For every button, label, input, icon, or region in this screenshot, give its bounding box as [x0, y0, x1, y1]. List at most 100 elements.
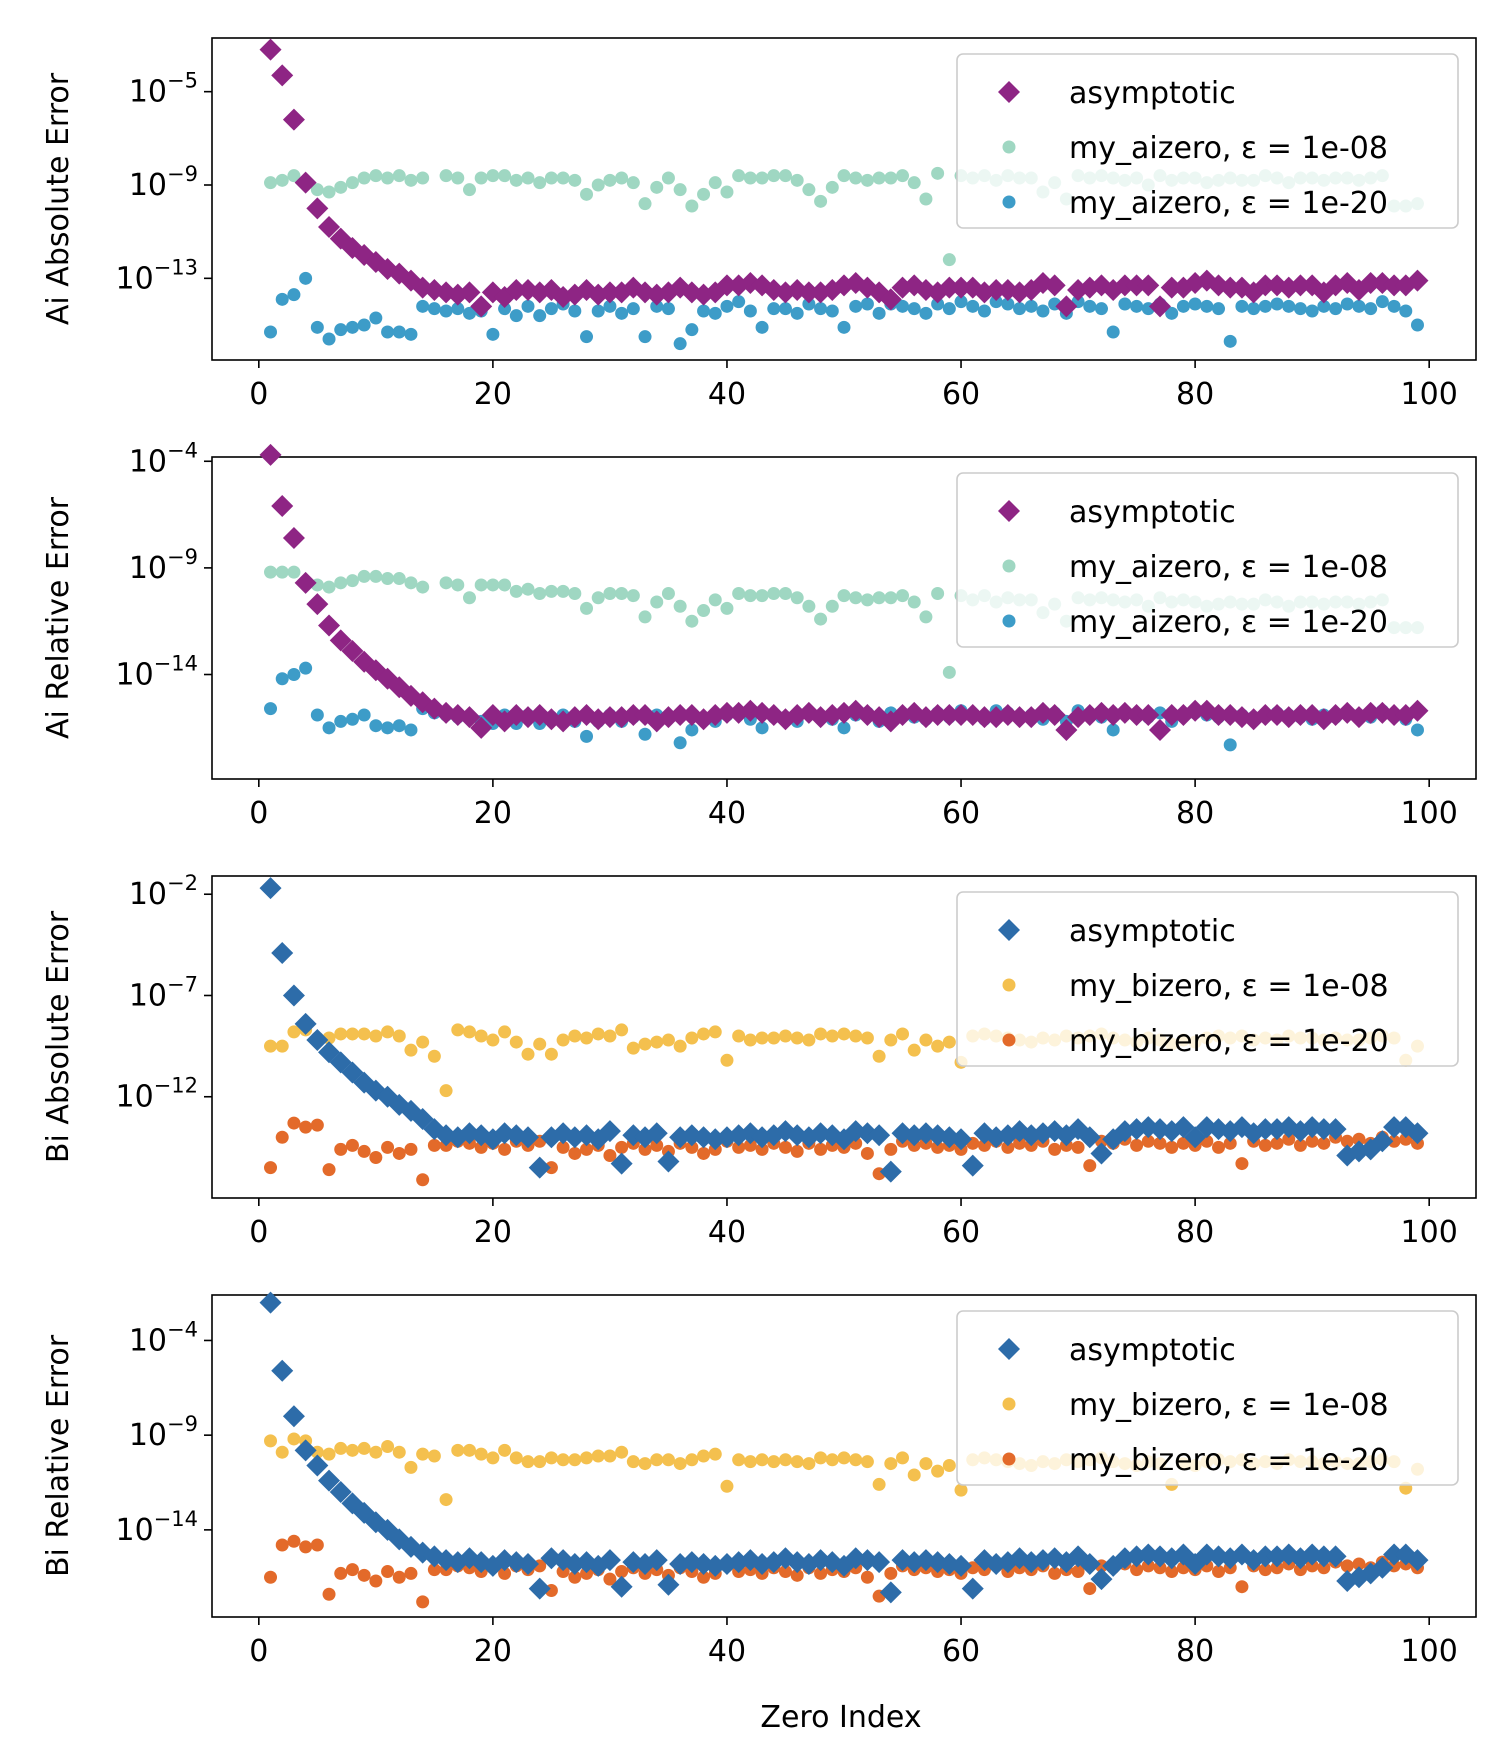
- data-point: [1219, 276, 1242, 299]
- data-point: [318, 216, 341, 238]
- data-point: [369, 1574, 383, 1588]
- data-point: [1317, 1136, 1331, 1150]
- data-point: [369, 1029, 383, 1043]
- data-point: [837, 1451, 851, 1465]
- data-point: [1305, 1559, 1319, 1573]
- data-point: [755, 171, 769, 185]
- data-point: [416, 171, 430, 185]
- data-point: [802, 1033, 816, 1047]
- data-point: [334, 1441, 348, 1455]
- data-point: [985, 279, 1008, 301]
- data-point: [645, 1549, 668, 1572]
- legend-marker: [1002, 1397, 1016, 1411]
- data-point: [825, 1029, 839, 1043]
- data-point: [1153, 1136, 1167, 1150]
- data-point: [650, 180, 664, 194]
- y-tick-label: 10−5: [129, 69, 198, 110]
- data-point: [427, 1449, 441, 1463]
- data-point: [392, 169, 406, 183]
- data-point: [1406, 269, 1429, 292]
- data-point: [1113, 274, 1136, 297]
- data-point: [919, 192, 933, 206]
- y-axis-label: Bi Absolute Error: [41, 910, 76, 1163]
- data-point: [392, 719, 406, 733]
- data-point: [626, 1455, 640, 1469]
- data-point: [1340, 1559, 1354, 1573]
- data-point: [615, 1565, 629, 1579]
- data-point: [1387, 299, 1401, 313]
- data-point: [1359, 701, 1382, 724]
- data-point: [259, 877, 282, 900]
- legend-label: my_bizero, ε = 1e-08: [1069, 969, 1389, 1004]
- data-point: [1160, 704, 1183, 727]
- data-point: [860, 1455, 874, 1469]
- data-point: [1149, 718, 1171, 741]
- data-point: [1317, 299, 1331, 313]
- data-point: [486, 169, 500, 183]
- data-point: [697, 1570, 711, 1584]
- data-point: [598, 1549, 621, 1572]
- data-point: [264, 1434, 278, 1448]
- data-point: [938, 276, 961, 299]
- data-point: [341, 640, 364, 663]
- data-point: [598, 706, 621, 729]
- data-point: [287, 1025, 301, 1039]
- data-point: [299, 1540, 313, 1554]
- data-point: [271, 1359, 294, 1382]
- data-point: [1305, 304, 1319, 318]
- x-tick-label: 80: [1176, 1634, 1214, 1669]
- data-point: [1106, 325, 1120, 339]
- data-point: [790, 1568, 804, 1582]
- data-point: [1371, 1556, 1394, 1579]
- data-point: [790, 1144, 804, 1158]
- data-point: [615, 306, 629, 320]
- x-tick-label: 100: [1401, 1634, 1458, 1669]
- data-point: [533, 1037, 547, 1051]
- data-point: [778, 1565, 792, 1579]
- data-point: [697, 1027, 711, 1041]
- data-point: [743, 1138, 757, 1152]
- data-point: [661, 302, 675, 316]
- data-point: [345, 176, 359, 190]
- data-point: [755, 1453, 769, 1467]
- data-point: [1406, 1122, 1429, 1145]
- data-point: [271, 64, 294, 87]
- data-point: [1200, 299, 1214, 313]
- data-point: [357, 171, 371, 185]
- data-point: [1305, 1134, 1319, 1148]
- data-point: [580, 1566, 594, 1580]
- data-point: [282, 108, 305, 131]
- data-point: [282, 1405, 305, 1428]
- data-point: [369, 569, 383, 583]
- data-point: [458, 281, 481, 304]
- data-point: [907, 595, 921, 609]
- data-point: [591, 178, 605, 192]
- data-point: [814, 1566, 828, 1580]
- data-point: [416, 1595, 430, 1609]
- data-point: [392, 1146, 406, 1160]
- data-point: [650, 595, 664, 609]
- data-point: [626, 589, 640, 603]
- data-point: [977, 304, 991, 318]
- data-point: [1043, 704, 1066, 727]
- data-point: [868, 1551, 891, 1574]
- data-point: [708, 1447, 722, 1461]
- data-point: [357, 1144, 371, 1158]
- data-point: [1165, 306, 1179, 320]
- data-point: [884, 591, 898, 605]
- data-point: [334, 1566, 348, 1580]
- data-point: [392, 1570, 406, 1584]
- data-point: [1289, 274, 1312, 297]
- data-point: [1352, 1132, 1366, 1146]
- data-point: [1118, 297, 1132, 311]
- data-point: [778, 302, 792, 316]
- data-point: [1359, 272, 1382, 294]
- data-point: [1410, 723, 1424, 737]
- y-tick-label: 10−12: [115, 1074, 198, 1115]
- x-tick-label: 80: [1176, 1215, 1214, 1250]
- data-point: [416, 1447, 430, 1461]
- data-point: [404, 327, 418, 341]
- data-point: [1137, 704, 1160, 727]
- x-tick-label: 0: [249, 1215, 268, 1250]
- data-point: [1282, 1132, 1296, 1146]
